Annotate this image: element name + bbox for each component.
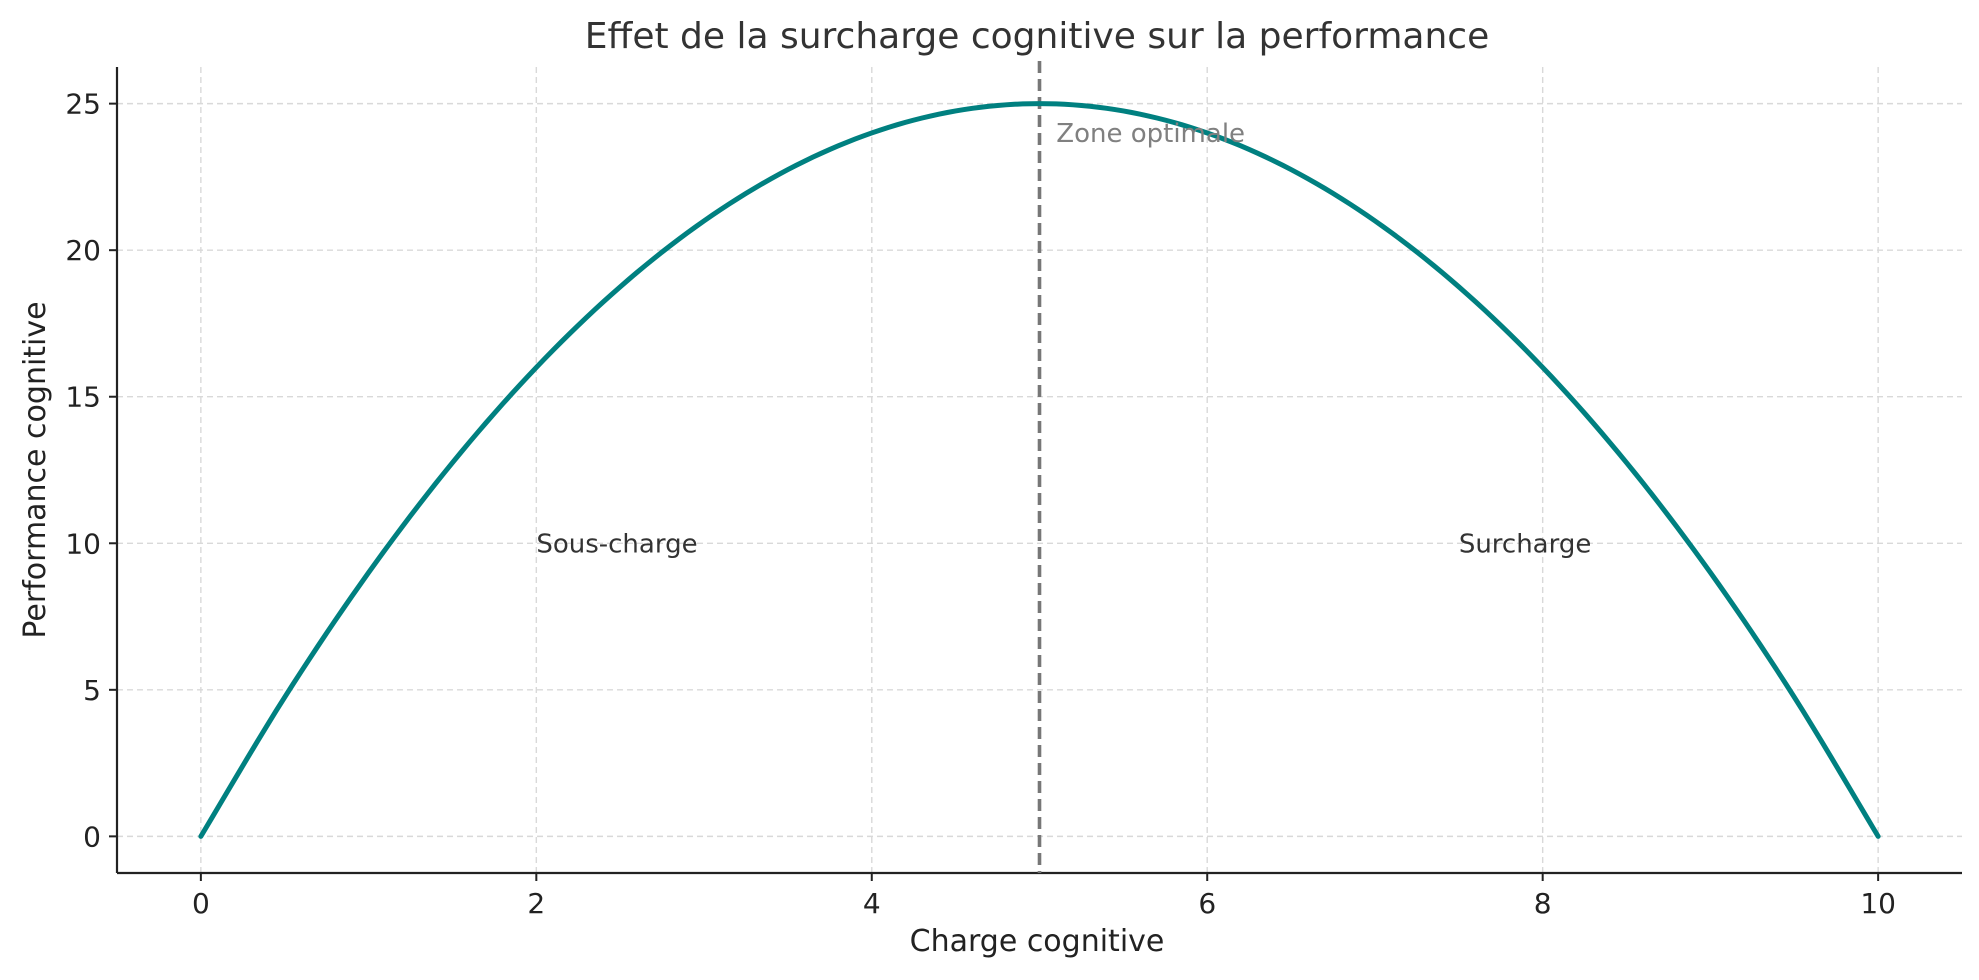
chart-title: Effet de la surcharge cognitive sur la p… (585, 16, 1489, 57)
annotation-surcharge: Surcharge (1459, 529, 1592, 559)
y-tick-label: 25 (65, 88, 101, 121)
y-tick-label: 10 (65, 527, 101, 560)
x-tick-label: 8 (1534, 887, 1552, 920)
series-layer (198, 101, 1881, 839)
x-tick-label: 10 (1860, 887, 1896, 920)
y-axis-label: Performance cognitive (18, 301, 53, 638)
x-tick-label: 2 (527, 887, 545, 920)
x-tick-label: 6 (1198, 887, 1216, 920)
x-axis-label: Charge cognitive (910, 924, 1165, 959)
y-tick-label: 5 (83, 674, 101, 707)
annotation-zone-optimale: Zone optimale (1056, 119, 1245, 149)
axis-ticks: 0 2 4 6 8 10 0 5 10 15 20 25 (65, 88, 1896, 920)
y-tick-label: 0 (83, 820, 101, 853)
performance-curve (198, 101, 1881, 839)
y-tick-label: 20 (65, 234, 101, 267)
annotation-sous-charge: Sous-charge (536, 529, 697, 559)
annotation-layer: Zone optimale Sous-charge Surcharge (536, 119, 1591, 559)
y-tick-label: 15 (65, 381, 101, 414)
x-tick-label: 0 (192, 887, 210, 920)
x-tick-label: 4 (863, 887, 881, 920)
